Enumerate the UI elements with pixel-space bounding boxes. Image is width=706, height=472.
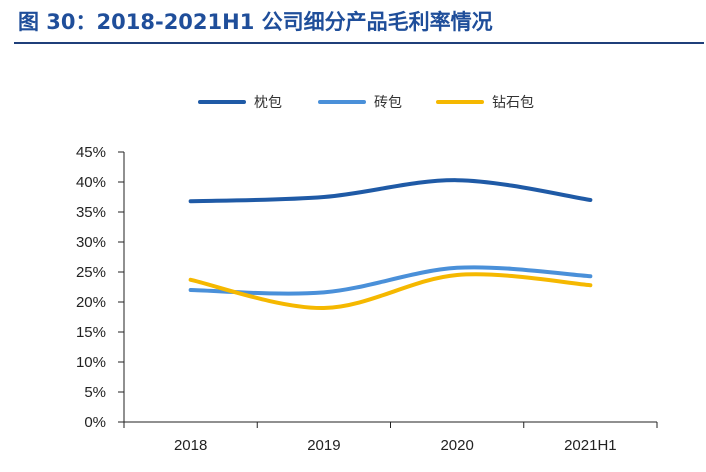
x-tick-label: 2019 [307,437,340,454]
legend-swatch-brick-pack [318,100,366,104]
series-line-diamond-pack [188,272,593,311]
chart-legend: 枕包 砖包 钻石包 [0,91,706,113]
y-tick-label: 45% [76,144,106,161]
y-tick-label: 40% [76,174,106,191]
legend-item-brick-pack: 砖包 [318,91,402,113]
x-tick-label: 2018 [174,437,207,454]
x-tick-label: 2021H1 [564,437,617,454]
series-line-pillow-pack [188,178,593,204]
y-tick-label: 15% [76,324,106,341]
series-line-brick-pack [188,265,593,296]
legend-label-brick-pack: 砖包 [374,95,402,111]
legend-item-diamond-pack: 钻石包 [436,91,534,113]
legend-swatch-pillow-pack [198,100,246,104]
legend-item-pillow-pack: 枕包 [198,91,282,113]
legend-swatch-diamond-pack [436,100,484,104]
y-tick-label: 5% [84,384,106,401]
legend-label-pillow-pack: 枕包 [254,95,282,111]
y-tick-label: 0% [84,414,106,431]
page-title: 图 30：2018-2021H1 公司细分产品毛利率情况 [18,10,493,34]
x-tick-label: 2020 [440,437,473,454]
legend-label-diamond-pack: 钻石包 [492,95,534,111]
y-tick-label: 10% [76,354,106,371]
title-underline [14,42,704,44]
y-tick-label: 30% [76,234,106,251]
y-tick-label: 20% [76,294,106,311]
y-tick-label: 35% [76,204,106,221]
y-tick-label: 25% [76,264,106,281]
